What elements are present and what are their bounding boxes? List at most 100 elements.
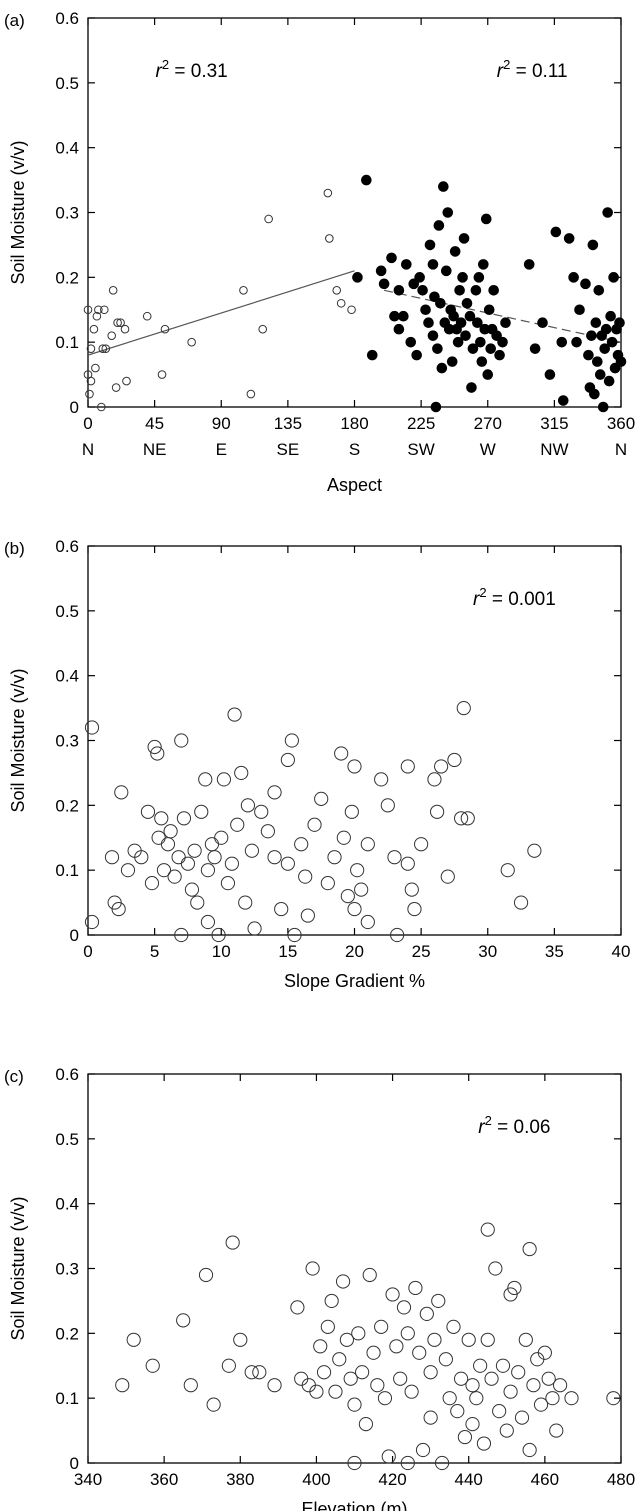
data-point-open	[545, 1391, 560, 1406]
x-tick-label: 135	[274, 414, 302, 433]
x-tick-label: 45	[145, 414, 164, 433]
data-point-open	[347, 901, 362, 917]
x-tick-label-secondary: W	[480, 440, 496, 459]
data-point-filled	[597, 401, 609, 413]
data-point-open	[320, 1319, 335, 1334]
data-point-open	[400, 759, 415, 774]
data-point-open	[447, 752, 462, 768]
chart-panel: (c) 340 360 380 400 420 440 460 480 0 0.1 0.2 0.3 0.4…	[4, 1065, 635, 1511]
x-tick-label: 380	[226, 1470, 254, 1489]
y-tick-label: 0.2	[55, 1324, 79, 1343]
data-point-filled	[452, 336, 464, 348]
data-point-open	[101, 344, 111, 353]
x-tick-label: 420	[378, 1470, 406, 1489]
data-point-open	[298, 869, 313, 884]
y-tick-label: 0.4	[55, 139, 79, 158]
data-point-open	[404, 1384, 419, 1399]
data-point-filled	[375, 265, 387, 277]
x-tick-label: 180	[340, 414, 368, 433]
data-point-open	[564, 1391, 579, 1406]
data-point-open	[115, 1378, 130, 1393]
data-point-filled	[615, 356, 627, 367]
y-tick-label: 0.3	[55, 204, 79, 223]
data-point-open	[313, 1339, 328, 1354]
data-point-open	[94, 305, 103, 315]
data-point-open	[347, 1455, 362, 1471]
data-point-filled	[472, 317, 483, 329]
data-point-open	[412, 1345, 427, 1360]
panel-label: (b)	[4, 539, 25, 558]
data-point-filled	[361, 174, 372, 186]
data-point-open	[396, 1300, 412, 1315]
x-tick-label: 30	[478, 942, 497, 961]
data-point-open	[238, 895, 253, 910]
data-point-open	[438, 1352, 453, 1367]
data-point-open	[145, 1358, 160, 1373]
data-point-filled	[417, 285, 428, 296]
y-tick-label: 0.1	[55, 861, 79, 880]
y-axis-title: Soil Moisture (v/v)	[8, 1196, 28, 1340]
data-point-open	[163, 824, 178, 839]
data-point-open	[113, 318, 122, 328]
data-point-open	[541, 1371, 556, 1386]
data-point-open	[440, 869, 455, 884]
data-point-open	[108, 286, 118, 295]
data-point-open	[294, 1371, 309, 1386]
data-point-open	[434, 759, 449, 774]
data-point-open	[200, 914, 216, 930]
y-tick-label: 0	[70, 1454, 79, 1473]
x-tick-label: 460	[531, 1470, 559, 1489]
data-point-filled	[378, 278, 390, 290]
data-point-filled	[436, 362, 448, 374]
data-point-filled	[432, 343, 443, 354]
y-tick-label: 0.1	[55, 1389, 79, 1408]
data-point-open	[86, 344, 96, 353]
data-point-filled	[608, 272, 619, 283]
y-axis-title: Soil Moisture (v/v)	[8, 140, 28, 284]
data-point-open	[400, 1326, 415, 1341]
data-point-open	[350, 863, 365, 878]
data-point-open	[332, 286, 342, 295]
data-point-filled	[563, 233, 575, 244]
data-point-filled	[429, 291, 440, 303]
data-point-filled	[408, 278, 420, 290]
r-squared-value: = 0.11	[510, 61, 567, 82]
data-point-filled	[557, 395, 569, 406]
data-point-open	[160, 837, 176, 852]
data-point-open	[174, 927, 189, 943]
data-point-filled	[389, 310, 400, 322]
data-point-open	[91, 363, 100, 373]
data-point-open	[280, 856, 295, 871]
panel-label: (a)	[4, 11, 25, 30]
data-point-open	[389, 1339, 404, 1354]
data-point-filled	[455, 317, 467, 329]
data-point-open	[267, 1378, 282, 1393]
data-point-open	[142, 311, 152, 321]
data-point-open	[456, 700, 471, 716]
x-tick-label: 25	[412, 942, 431, 961]
data-point-open	[480, 1332, 495, 1347]
data-point-filled	[593, 285, 605, 296]
x-tick-label: 0	[83, 942, 92, 961]
data-point-filled	[491, 330, 502, 341]
y-tick-label: 0	[70, 926, 79, 945]
data-point-filled	[411, 349, 422, 361]
data-point-open	[606, 1391, 621, 1406]
data-point-open	[171, 850, 186, 865]
x-tick-label: 15	[278, 942, 297, 961]
data-point-filled	[461, 297, 473, 309]
data-point-filled	[478, 259, 489, 270]
data-point-open	[537, 1345, 552, 1360]
data-point-open	[176, 811, 192, 826]
data-point-filled	[386, 252, 397, 264]
r-squared-value: = 0.001	[487, 589, 556, 610]
data-point-filled	[602, 207, 613, 218]
data-point-open	[360, 837, 375, 852]
data-point-filled	[442, 207, 454, 218]
x-tick-label-secondary: N	[615, 440, 627, 459]
data-point-filled	[485, 343, 497, 354]
data-point-open	[111, 901, 126, 917]
data-point-open	[354, 882, 369, 897]
data-point-open	[325, 234, 334, 243]
y-tick-label: 0.5	[55, 1130, 79, 1149]
